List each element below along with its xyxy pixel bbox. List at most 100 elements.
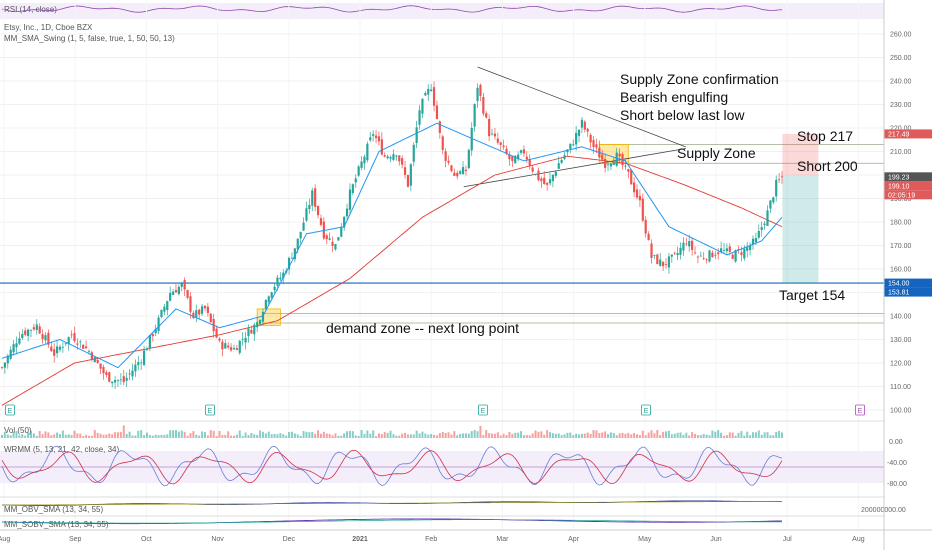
volume-bar xyxy=(514,432,517,438)
price-tag-text: 199.10 xyxy=(888,183,910,190)
volume-bar xyxy=(592,430,595,438)
volume-bar xyxy=(15,431,18,438)
candle-body xyxy=(534,173,537,175)
candle-body xyxy=(644,219,647,234)
candle-body xyxy=(99,363,102,369)
candle-body xyxy=(105,372,108,376)
candle-body xyxy=(531,167,534,172)
volume-bar xyxy=(119,432,122,438)
volume-bar xyxy=(650,430,653,438)
volume-bar xyxy=(609,432,612,438)
volume-bar xyxy=(627,432,630,438)
candle-body xyxy=(540,178,543,182)
candle-body xyxy=(647,233,650,241)
volume-bar xyxy=(395,435,398,438)
volume-bar xyxy=(186,435,189,438)
candle-body xyxy=(250,329,253,334)
candle-body xyxy=(459,171,462,174)
volume-bar xyxy=(143,435,146,438)
price-tag-box xyxy=(884,181,932,191)
candle-body xyxy=(720,248,723,252)
candle-body xyxy=(424,92,427,96)
volume-bar xyxy=(308,432,311,438)
candle-body xyxy=(595,144,598,148)
volume-bar xyxy=(430,434,433,438)
volume-bar xyxy=(488,433,491,438)
candle-body xyxy=(241,338,244,340)
candle-body xyxy=(357,166,360,176)
volume-bar xyxy=(375,435,378,438)
time-axis[interactable]: Aug Sep Oct Nov Dec 2021 Feb Mar Apr May Jun Jul Aug xyxy=(0,536,865,543)
candle-body xyxy=(180,283,183,287)
candle-body xyxy=(444,151,447,161)
candle-body xyxy=(82,344,85,349)
volume-bar xyxy=(563,434,566,438)
volume-bar xyxy=(195,434,198,438)
candle-body xyxy=(635,189,639,198)
volume-bar xyxy=(404,432,407,438)
volume-bar xyxy=(670,434,673,438)
candle-body xyxy=(224,343,227,349)
candle-body xyxy=(270,292,273,298)
volume-bar xyxy=(134,435,137,438)
volume-bar xyxy=(673,433,676,438)
volume-bar xyxy=(224,434,227,438)
candle-body xyxy=(154,328,157,334)
volume-bar xyxy=(531,433,534,438)
candle-body xyxy=(96,360,99,363)
candle-body xyxy=(374,135,378,139)
candle-body xyxy=(258,319,262,324)
price-panel: Etsy, Inc., 1D, Cboe BZX MM_SMA_Swing (1… xyxy=(0,0,884,530)
y-tick-label: 230.00 xyxy=(890,102,912,109)
candle-body xyxy=(55,346,59,354)
volume-bar xyxy=(201,431,204,438)
volume-bar xyxy=(702,434,705,438)
candle-body xyxy=(430,89,433,91)
candle-body xyxy=(389,157,392,159)
candle-body xyxy=(546,182,549,185)
earnings-marker-letter: E xyxy=(208,408,213,415)
price-tag-box xyxy=(884,190,932,200)
candle-body xyxy=(200,306,204,314)
candle-body xyxy=(432,87,436,106)
y-tick-label: 250.00 xyxy=(890,55,912,62)
volume-bar xyxy=(612,433,615,438)
volume-bar xyxy=(299,435,302,438)
candle-body xyxy=(50,346,53,352)
candle-body xyxy=(488,119,491,137)
candle-body xyxy=(174,290,178,293)
candle-body xyxy=(227,345,230,348)
volume-bar xyxy=(230,435,233,438)
volume-bar xyxy=(38,431,41,438)
volume-bar xyxy=(775,431,778,438)
volume-bar xyxy=(24,435,27,438)
volume-bar xyxy=(444,432,447,438)
candle-body xyxy=(586,128,589,132)
volume-bar xyxy=(380,434,383,438)
candle-body xyxy=(763,223,766,225)
earnings-marker-letter: E xyxy=(481,408,486,415)
candle-body xyxy=(682,242,685,251)
candle-body xyxy=(612,162,615,165)
volume-bar xyxy=(183,431,186,438)
candle-body xyxy=(757,230,760,238)
price-axis[interactable]: 100.00110.00120.00130.00140.00150.00160.… xyxy=(890,32,912,415)
candle-body xyxy=(108,372,111,382)
candle-body xyxy=(406,175,410,187)
sobv-panel: MM_SOBV_SMA (13, 34, 55) xyxy=(0,515,884,529)
volume-bar xyxy=(508,431,511,438)
candle-body xyxy=(493,133,497,137)
volume-bar xyxy=(235,434,238,438)
volume-bar xyxy=(346,431,349,438)
volume-bar xyxy=(389,430,392,438)
candle-body xyxy=(73,333,76,342)
volume-bar xyxy=(496,432,499,438)
candle-body xyxy=(662,261,665,267)
volume-bar xyxy=(96,432,99,438)
volume-bar xyxy=(720,432,723,438)
candle-body xyxy=(499,142,502,145)
candle-body xyxy=(67,337,70,344)
volume-label: Vol (50) xyxy=(4,426,32,435)
candle-body xyxy=(171,291,175,295)
x-tick-label: Aug xyxy=(852,536,865,543)
